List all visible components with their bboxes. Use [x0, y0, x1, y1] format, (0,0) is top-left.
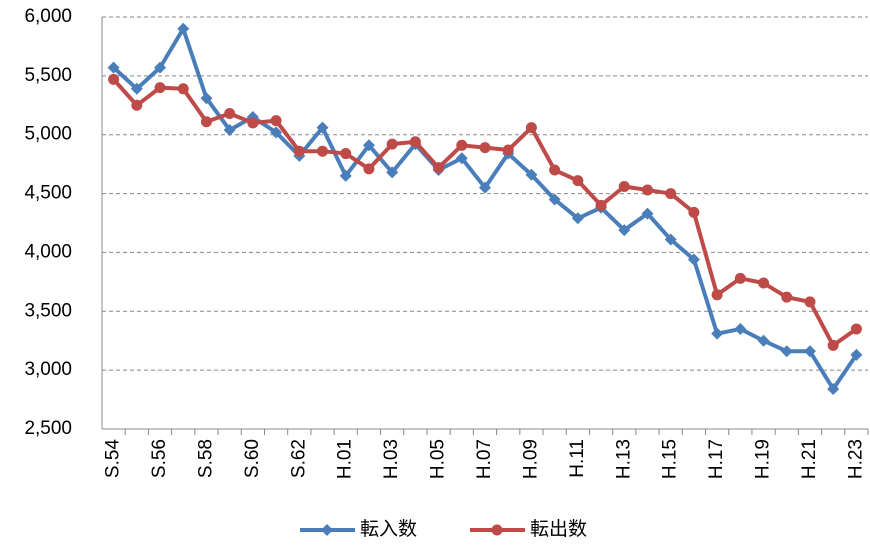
y-tick-label: 4,500 — [24, 183, 72, 204]
point — [827, 382, 840, 395]
x-tick-label: H.01 — [335, 439, 356, 479]
point — [200, 116, 212, 128]
x-tick-label: S.54 — [103, 439, 124, 479]
point — [317, 145, 329, 157]
x-tick-label: S.62 — [288, 439, 309, 478]
point — [455, 152, 468, 165]
point — [595, 199, 607, 211]
point — [850, 323, 862, 335]
x-tick-label: H.21 — [799, 439, 820, 479]
point — [804, 296, 816, 308]
point — [758, 277, 770, 289]
y-tick-label: 2,500 — [24, 418, 72, 439]
point — [479, 181, 491, 194]
point — [130, 82, 143, 95]
legend-marker — [321, 524, 333, 536]
point — [107, 61, 120, 74]
point — [363, 163, 375, 175]
point — [340, 148, 352, 160]
y-tick-label: 3,000 — [24, 359, 72, 380]
point — [734, 272, 746, 284]
point — [548, 193, 561, 206]
point — [664, 233, 677, 246]
point — [154, 61, 167, 74]
point — [525, 168, 538, 181]
point — [386, 166, 399, 179]
series-line — [112, 78, 858, 348]
x-tick-label: H.17 — [706, 439, 727, 479]
x-tick-label: H.03 — [381, 439, 402, 479]
y-tick-label: 5,000 — [24, 124, 72, 145]
point — [711, 289, 723, 301]
point — [433, 162, 445, 174]
y-tick-label: 3,500 — [24, 300, 72, 321]
point — [525, 122, 537, 134]
point — [827, 339, 839, 351]
point — [223, 124, 236, 137]
point — [641, 207, 654, 220]
point — [479, 142, 491, 154]
point — [502, 144, 514, 156]
point — [362, 139, 375, 152]
x-tick-label: H.13 — [613, 439, 634, 479]
point — [270, 115, 282, 127]
point — [339, 169, 352, 182]
point — [665, 188, 677, 200]
x-tick-label: H.15 — [660, 439, 681, 479]
point — [177, 22, 190, 35]
point — [571, 212, 584, 225]
point — [409, 136, 421, 148]
legend-label: 転出数 — [530, 518, 587, 540]
point — [757, 334, 770, 347]
point — [688, 206, 700, 218]
x-tick-label: S.60 — [242, 439, 263, 478]
y-tick-label: 4,000 — [24, 241, 72, 262]
point — [850, 348, 863, 361]
legend-label: 転入数 — [360, 518, 417, 540]
point — [618, 224, 631, 237]
point — [549, 164, 561, 176]
point — [734, 322, 747, 335]
series-line — [112, 26, 859, 391]
x-tick-label: S.58 — [195, 439, 216, 478]
point — [618, 181, 630, 193]
x-tick-label: H.07 — [474, 439, 495, 479]
x-tick-label: H.11 — [567, 439, 588, 478]
point — [177, 83, 189, 95]
point — [687, 253, 700, 266]
x-tick-label: H.19 — [753, 439, 774, 479]
point — [247, 117, 259, 129]
point — [108, 73, 120, 85]
point — [572, 175, 584, 187]
point — [711, 327, 724, 340]
point — [154, 82, 166, 94]
x-tick-label: H.05 — [428, 439, 449, 479]
x-tick-label: S.56 — [149, 439, 170, 478]
legend-marker — [491, 524, 503, 536]
point — [803, 345, 816, 358]
x-tick-label: H.23 — [845, 439, 866, 479]
x-tick-label: H.09 — [520, 439, 541, 479]
y-tick-label: 5,500 — [24, 65, 72, 86]
point — [456, 139, 468, 151]
point — [293, 145, 305, 157]
point — [131, 99, 143, 111]
point — [224, 108, 236, 120]
point — [780, 345, 793, 358]
point — [200, 92, 213, 105]
point — [641, 184, 653, 196]
point — [316, 121, 329, 134]
point — [386, 138, 398, 150]
point — [781, 291, 793, 303]
point — [270, 126, 283, 139]
y-tick-label: 6,000 — [24, 6, 72, 27]
